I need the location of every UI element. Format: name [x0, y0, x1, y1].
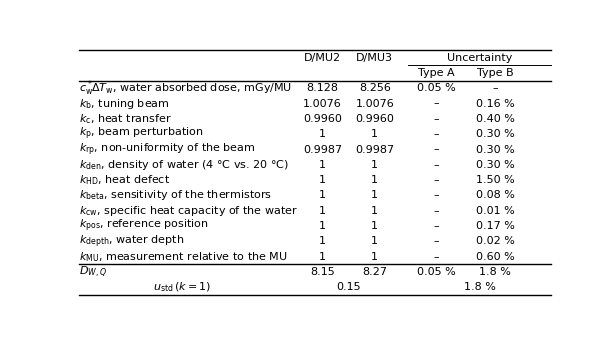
Text: D/MU3: D/MU3 — [356, 53, 393, 62]
Text: 1: 1 — [319, 160, 326, 170]
Text: 0.30 %: 0.30 % — [476, 160, 515, 170]
Text: $k_\mathrm{rp}$, non-uniformity of the beam: $k_\mathrm{rp}$, non-uniformity of the b… — [79, 141, 256, 158]
Text: 1: 1 — [371, 129, 378, 139]
Text: 0.01 %: 0.01 % — [476, 206, 515, 216]
Text: 0.17 %: 0.17 % — [476, 221, 515, 231]
Text: 0.30 %: 0.30 % — [476, 129, 515, 139]
Text: –: – — [434, 191, 440, 200]
Text: $u_\mathrm{std}\,(k = 1)$: $u_\mathrm{std}\,(k = 1)$ — [153, 281, 211, 294]
Text: D/MU2: D/MU2 — [304, 53, 341, 62]
Text: 0.08 %: 0.08 % — [476, 191, 515, 200]
Text: 0.9960: 0.9960 — [303, 114, 342, 124]
Text: 1.50 %: 1.50 % — [476, 175, 515, 185]
Text: $k_\mathrm{cw}$, specific heat capacity of the water: $k_\mathrm{cw}$, specific heat capacity … — [79, 204, 298, 218]
Text: –: – — [434, 236, 440, 246]
Text: 1: 1 — [319, 129, 326, 139]
Text: 8.27: 8.27 — [362, 267, 387, 277]
Text: 1.8 %: 1.8 % — [464, 282, 496, 292]
Text: 0.05 %: 0.05 % — [418, 83, 456, 93]
Text: Type A: Type A — [418, 68, 455, 78]
Text: $c_\mathrm{w}^*\!\Delta T_\mathrm{w}$, water absorbed dose, mGy/MU: $c_\mathrm{w}^*\!\Delta T_\mathrm{w}$, w… — [79, 79, 292, 98]
Text: –: – — [493, 83, 498, 93]
Text: 1: 1 — [371, 206, 378, 216]
Text: $k_\mathrm{c}$, heat transfer: $k_\mathrm{c}$, heat transfer — [79, 112, 172, 126]
Text: 1.8 %: 1.8 % — [480, 267, 511, 277]
Text: 1: 1 — [319, 252, 326, 262]
Text: $k_\mathrm{den}$, density of water (4 °C vs. 20 °C): $k_\mathrm{den}$, density of water (4 °C… — [79, 158, 289, 172]
Text: Type B: Type B — [477, 68, 514, 78]
Text: –: – — [434, 129, 440, 139]
Text: –: – — [434, 252, 440, 262]
Text: 1: 1 — [319, 175, 326, 185]
Text: –: – — [434, 175, 440, 185]
Text: 1.0076: 1.0076 — [303, 98, 342, 109]
Text: –: – — [434, 144, 440, 155]
Text: –: – — [434, 160, 440, 170]
Text: –: – — [434, 114, 440, 124]
Text: 1: 1 — [371, 252, 378, 262]
Text: 8.15: 8.15 — [310, 267, 335, 277]
Text: 0.30 %: 0.30 % — [476, 144, 515, 155]
Text: $k_\mathrm{depth}$, water depth: $k_\mathrm{depth}$, water depth — [79, 233, 184, 250]
Text: 0.9960: 0.9960 — [355, 114, 394, 124]
Text: –: – — [434, 221, 440, 231]
Text: $k_\mathrm{p}$, beam perturbation: $k_\mathrm{p}$, beam perturbation — [79, 126, 204, 142]
Text: 1: 1 — [371, 160, 378, 170]
Text: $k_\mathrm{pos}$, reference position: $k_\mathrm{pos}$, reference position — [79, 218, 209, 234]
Text: 8.256: 8.256 — [359, 83, 391, 93]
Text: $k_\mathrm{MU}$, measurement relative to the MU: $k_\mathrm{MU}$, measurement relative to… — [79, 250, 288, 263]
Text: 0.15: 0.15 — [336, 282, 361, 292]
Text: 8.128: 8.128 — [306, 83, 338, 93]
Text: 1.0076: 1.0076 — [355, 98, 394, 109]
Text: $k_\mathrm{HD}$, heat defect: $k_\mathrm{HD}$, heat defect — [79, 173, 170, 187]
Text: 0.16 %: 0.16 % — [476, 98, 515, 109]
Text: $D_{W,Q}$: $D_{W,Q}$ — [79, 265, 107, 280]
Text: 1: 1 — [371, 221, 378, 231]
Text: 1: 1 — [319, 236, 326, 246]
Text: 0.60 %: 0.60 % — [476, 252, 515, 262]
Text: 0.9987: 0.9987 — [355, 144, 394, 155]
Text: –: – — [434, 98, 440, 109]
Text: 1: 1 — [371, 236, 378, 246]
Text: 0.40 %: 0.40 % — [476, 114, 515, 124]
Text: $k_\mathrm{b}$, tuning beam: $k_\mathrm{b}$, tuning beam — [79, 97, 170, 111]
Text: 1: 1 — [371, 191, 378, 200]
Text: 0.9987: 0.9987 — [303, 144, 342, 155]
Text: 0.02 %: 0.02 % — [476, 236, 515, 246]
Text: 1: 1 — [371, 175, 378, 185]
Text: 1: 1 — [319, 191, 326, 200]
Text: 1: 1 — [319, 221, 326, 231]
Text: 1: 1 — [319, 206, 326, 216]
Text: –: – — [434, 206, 440, 216]
Text: $k_\mathrm{beta}$, sensitivity of the thermistors: $k_\mathrm{beta}$, sensitivity of the th… — [79, 188, 272, 202]
Text: 0.05 %: 0.05 % — [418, 267, 456, 277]
Text: Uncertainty: Uncertainty — [447, 53, 512, 62]
